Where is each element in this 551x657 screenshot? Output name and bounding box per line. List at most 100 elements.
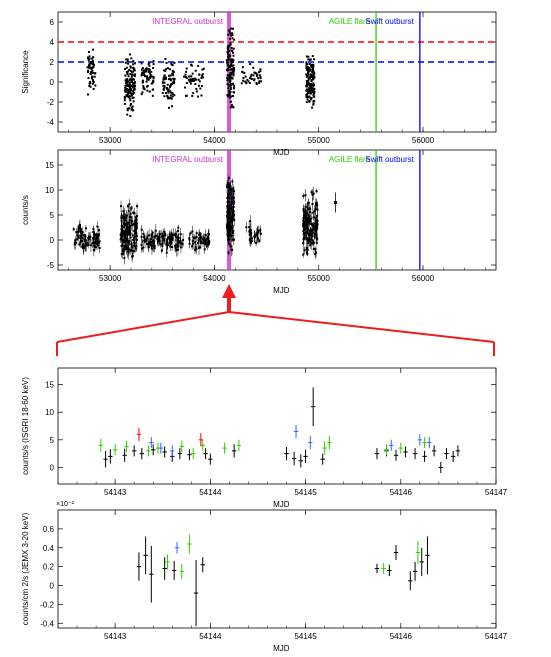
- data-point: [306, 98, 309, 101]
- event-label: INTEGRAL outburst: [152, 155, 224, 164]
- zoom-bracket-right: [228, 311, 495, 343]
- data-point: [315, 233, 318, 236]
- data-point: [259, 68, 262, 71]
- data-point: [84, 227, 87, 230]
- data-point: [310, 63, 313, 66]
- data-point: [146, 75, 149, 78]
- data-point: [135, 218, 138, 221]
- data-point: [259, 76, 262, 79]
- data-point: [231, 180, 234, 183]
- data-point: [233, 86, 236, 89]
- data-point: [307, 201, 310, 204]
- data-point: [226, 201, 229, 204]
- data-point: [229, 106, 232, 109]
- data-point: [179, 239, 182, 242]
- data-point: [302, 253, 305, 256]
- data-point: [189, 80, 192, 83]
- y-tick-label: 10: [45, 186, 54, 195]
- data-point: [303, 215, 306, 218]
- data-point: [229, 222, 232, 225]
- data-point: [171, 105, 174, 108]
- data-point: [185, 70, 188, 73]
- data-point: [307, 82, 310, 85]
- data-point: [144, 240, 147, 243]
- data-point: [231, 187, 234, 190]
- data-point: [311, 90, 314, 93]
- data-point: [126, 70, 129, 73]
- data-point: [126, 233, 129, 236]
- data-point: [128, 85, 131, 88]
- data-point: [146, 235, 149, 238]
- data-point: [136, 215, 139, 218]
- data-point: [176, 236, 179, 239]
- data-point: [131, 97, 134, 100]
- data-point: [307, 216, 310, 219]
- data-point: [167, 236, 170, 239]
- data-point: [166, 83, 169, 86]
- data-point: [126, 109, 129, 112]
- data-point: [303, 210, 306, 213]
- data-point: [306, 228, 309, 231]
- data-point: [133, 62, 136, 65]
- y-tick-label: 15: [45, 381, 54, 390]
- data-point: [131, 73, 134, 76]
- data-point: [93, 246, 96, 249]
- data-point: [122, 215, 125, 218]
- data-point: [257, 77, 260, 80]
- data-point: [160, 235, 163, 238]
- data-point: [165, 61, 168, 64]
- plot-frame: [57, 509, 497, 629]
- data-point: [231, 196, 234, 199]
- data-point: [315, 219, 318, 222]
- data-point: [307, 233, 310, 236]
- data-point: [191, 94, 194, 97]
- data-point: [200, 236, 203, 239]
- data-point: [168, 68, 171, 71]
- panel-count_rate: 53000 54000 55000 56000 MJD -5 0 5 10 15 counts/s I…: [21, 149, 497, 295]
- data-point: [230, 201, 233, 204]
- data-point: [305, 85, 308, 88]
- data-point: [189, 82, 192, 85]
- data-point: [79, 234, 82, 237]
- x-tick-label: 54143: [104, 488, 127, 497]
- data-point: [131, 85, 134, 88]
- y-axis-label: counts/s: [21, 195, 30, 225]
- data-point: [228, 183, 231, 186]
- data-point: [259, 77, 262, 80]
- data-point: [307, 208, 310, 211]
- data-point: [171, 81, 174, 84]
- data-point: [226, 82, 229, 85]
- y-tick-label: 5: [50, 211, 55, 220]
- data-point: [162, 234, 165, 237]
- data-point: [256, 230, 259, 233]
- data-point: [314, 225, 317, 228]
- data-point: [312, 247, 315, 250]
- data-point: [124, 89, 127, 92]
- data-point: [198, 232, 201, 235]
- data-point: [164, 77, 167, 80]
- data-point: [165, 251, 168, 254]
- data-point: [132, 239, 135, 242]
- data-point: [245, 226, 248, 229]
- data-point: [88, 55, 91, 58]
- data-point: [228, 242, 231, 245]
- data-point: [80, 234, 83, 237]
- data-point: [228, 90, 231, 93]
- data-point: [91, 75, 94, 78]
- data-point: [312, 211, 315, 214]
- data-point: [226, 60, 229, 63]
- data-point: [179, 246, 182, 249]
- data-point: [309, 229, 312, 232]
- data-point: [256, 231, 259, 234]
- data-point: [308, 240, 311, 243]
- data-point: [125, 90, 128, 93]
- data-point: [226, 67, 229, 70]
- data-point: [305, 61, 308, 64]
- data-point: [128, 226, 131, 229]
- data-point: [163, 86, 166, 89]
- data-point: [184, 86, 187, 89]
- data-point: [182, 238, 185, 241]
- data-point: [314, 207, 317, 210]
- data-point: [124, 96, 127, 99]
- data-point: [127, 209, 130, 212]
